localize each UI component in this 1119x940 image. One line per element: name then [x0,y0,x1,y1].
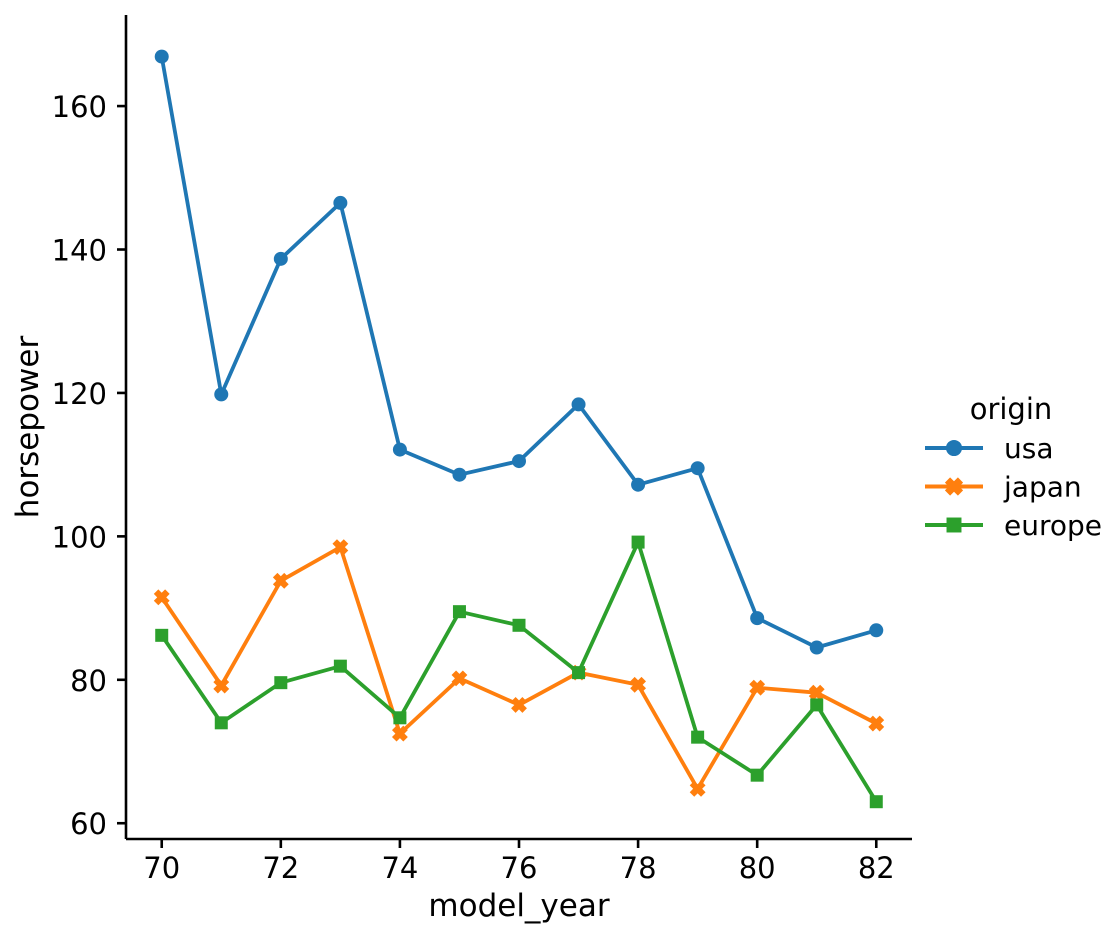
x-tick-label: 82 [858,851,895,885]
marker-europe [333,659,347,673]
marker-japan [689,780,706,797]
marker-europe [631,535,645,549]
y-tick-label: 100 [52,520,107,554]
series-line-europe [159,540,879,804]
y-axis-label: horsepower [10,336,46,519]
marker-japan [749,679,766,696]
legend-item-usa: usa [925,432,1054,465]
x-axis-label: model_year [428,888,609,924]
marker-usa [809,640,824,655]
marker-japan [391,725,408,742]
marker-europe [869,795,883,809]
legend-label: europe [1004,509,1102,542]
y-tick-label: 120 [52,377,107,411]
legend-x-marker-icon [944,477,964,496]
series-usa [154,49,884,655]
y-tick-label: 140 [52,234,107,268]
marker-japan [868,715,885,732]
marker-usa [690,461,705,476]
x-tick-label: 76 [501,851,538,885]
marker-usa [571,397,586,412]
legend-item-europe: europe [925,509,1102,542]
legend-label: japan [1003,471,1082,504]
marker-europe [155,628,169,642]
marker-usa [512,454,526,469]
series-europe [155,535,883,809]
marker-europe [393,711,407,725]
marker-europe [274,676,288,690]
series-japan [153,539,885,797]
x-tick-label: 72 [262,851,299,885]
series-line-japan [159,545,879,791]
marker-japan [511,696,527,713]
marker-europe [691,730,705,744]
marker-japan [213,677,230,694]
marker-europe [452,605,466,619]
marker-europe [750,768,764,782]
marker-japan [272,572,289,589]
legend-label: usa [1004,432,1054,465]
x-tick-label: 80 [739,851,776,885]
legend: origin usa japan europe [925,392,1102,542]
marker-usa [869,623,884,638]
marker-usa [273,251,288,266]
x-tick-label: 74 [381,851,418,885]
legend-square-marker-icon [946,517,962,533]
marker-europe [214,716,228,730]
series-line-usa [159,54,879,650]
marker-usa [750,611,765,626]
marker-usa [214,387,229,402]
marker-usa [452,467,467,482]
y-tick-label: 160 [52,90,107,124]
marker-japan [153,589,170,606]
x-tick-label: 70 [143,851,180,885]
legend-title: origin [970,392,1053,426]
marker-europe [810,698,824,712]
marker-europe [572,666,586,680]
legend-item-japan: japan [925,471,1082,504]
marker-usa [333,195,348,210]
legend-circle-marker-icon [945,439,963,457]
marker-europe [512,618,526,632]
y-tick-label: 80 [70,664,107,698]
marker-japan [808,684,825,701]
y-tick-label: 60 [70,807,107,841]
marker-usa [631,477,646,492]
marker-usa [154,49,169,64]
marker-japan [630,676,647,693]
marker-japan [451,670,468,687]
marker-usa [392,442,407,457]
x-tick-label: 78 [620,851,657,885]
marker-japan [332,539,349,556]
